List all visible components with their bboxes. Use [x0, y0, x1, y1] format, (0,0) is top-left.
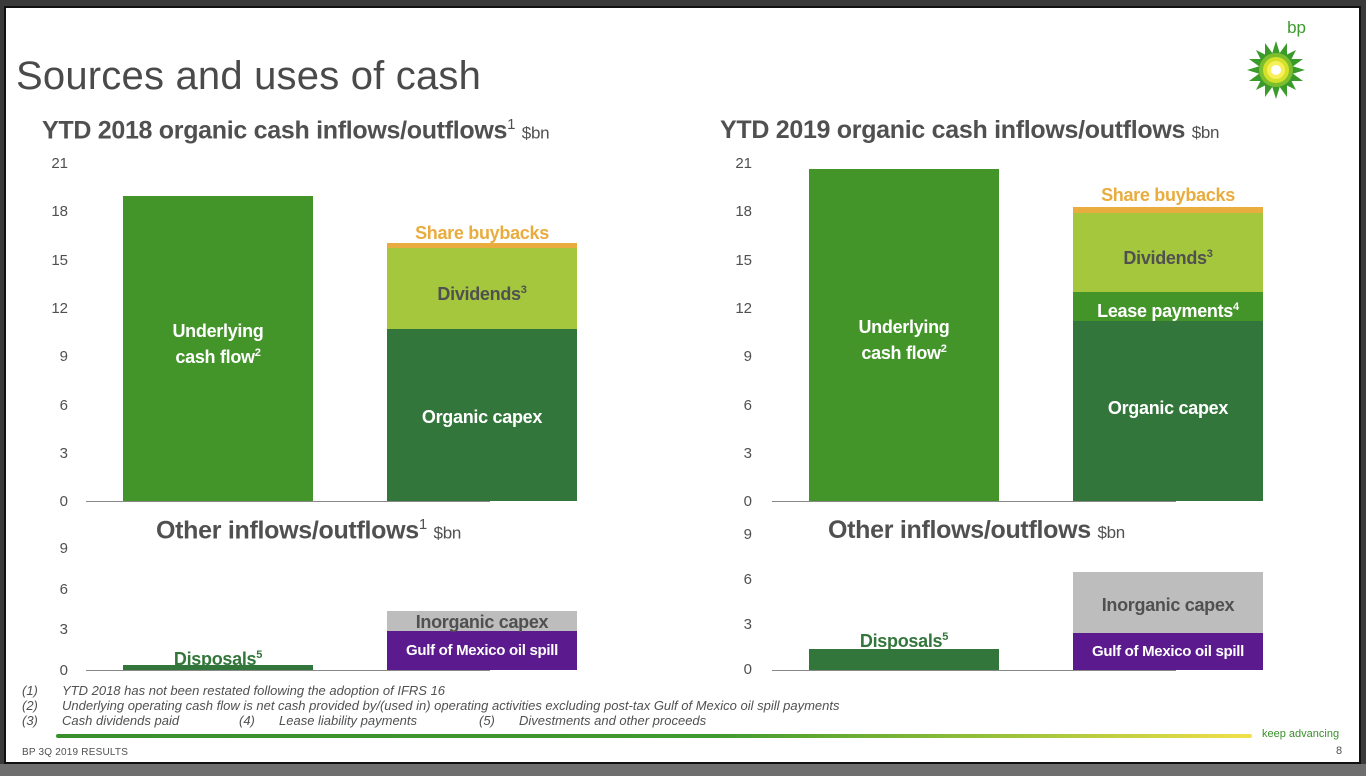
- chart-title-2019: YTD 2019 organic cash inflows/outflows $…: [720, 116, 1220, 144]
- label-dividends-2019: Dividends3: [1123, 248, 1213, 268]
- label-disposals-2019: Disposals5: [859, 631, 949, 651]
- footer-label: BP 3Q 2019 RESULTS: [22, 747, 129, 758]
- bar-gom-2018: [387, 631, 577, 670]
- label-buybacks-2018: Share buybacks: [415, 223, 549, 243]
- bar-inorganic-2019: [1073, 572, 1263, 633]
- bp-logo: bp: [1246, 18, 1306, 99]
- label-inorganic-2018: Inorganic capex: [415, 612, 549, 632]
- label-lease-2019: Lease payments4: [1097, 301, 1239, 321]
- footnote-1: (1) YTD 2018 has not been restated follow…: [22, 683, 446, 698]
- tagline: keep advancing: [1262, 728, 1340, 740]
- label-capex-2018: Organic capex: [421, 407, 543, 427]
- bar-dividends-2018: [387, 248, 577, 329]
- label-dividends-2018: Dividends3: [437, 284, 527, 304]
- label-ucf-2018: Underlying cash flow2: [172, 321, 264, 367]
- helios-icon: [1247, 41, 1305, 99]
- other-x-axis-2018: [86, 670, 490, 671]
- x-axis-2019: [772, 501, 1176, 502]
- bar-inorganic-2018: [387, 611, 577, 631]
- bar-ucf-2019: [809, 169, 999, 501]
- bar-disposals-2018: [123, 665, 313, 670]
- bar-dividends-2019: [1073, 213, 1263, 292]
- bar-gom-2019: [1073, 633, 1263, 670]
- other-title-2018: Other inflows/outflows1 $bn: [156, 516, 462, 545]
- bar-buybacks-2019: [1073, 207, 1263, 213]
- bar-capex-2018: [387, 329, 577, 501]
- label-gom-2019: Gulf of Mexico oil spill: [1092, 643, 1244, 660]
- bar-buybacks-2018: [387, 243, 577, 248]
- label-gom-2018: Gulf of Mexico oil spill: [406, 642, 558, 659]
- bar-disposals-2019: [809, 649, 999, 670]
- label-capex-2019: Organic capex: [1107, 398, 1229, 418]
- label-buybacks-2019: Share buybacks: [1101, 185, 1235, 205]
- x-axis-2018: [86, 501, 490, 502]
- logo-text: bp: [1287, 18, 1306, 37]
- other-title-2019: Other inflows/outflows $bn: [828, 516, 1125, 544]
- label-ucf-2019: Underlying cash flow2: [858, 317, 950, 363]
- other-x-axis-2019: [772, 670, 1176, 671]
- chart-title-2018: YTD 2018 organic cash inflows/outflows1 …: [42, 116, 550, 145]
- bar-capex-2019: [1073, 321, 1263, 501]
- page-number: 8: [1336, 745, 1343, 757]
- page-title: Sources and uses of cash: [16, 54, 482, 98]
- label-inorganic-2019: Inorganic capex: [1101, 595, 1235, 615]
- bar-ucf-2018: [123, 196, 313, 501]
- footnotes: (1) YTD 2018 has not been restated follow…: [22, 683, 840, 728]
- bar-lease-2019: [1073, 292, 1263, 321]
- label-disposals-2018: Disposals5: [173, 649, 263, 669]
- footer-gradient-line: [56, 734, 1252, 738]
- footnote-3-4-5: (3) Cash dividends paid (4) Lease liability…: [22, 713, 707, 728]
- footnote-2: (2) Underlying operating cash flow is net…: [22, 698, 840, 713]
- window-bottom-bar: [0, 764, 1366, 776]
